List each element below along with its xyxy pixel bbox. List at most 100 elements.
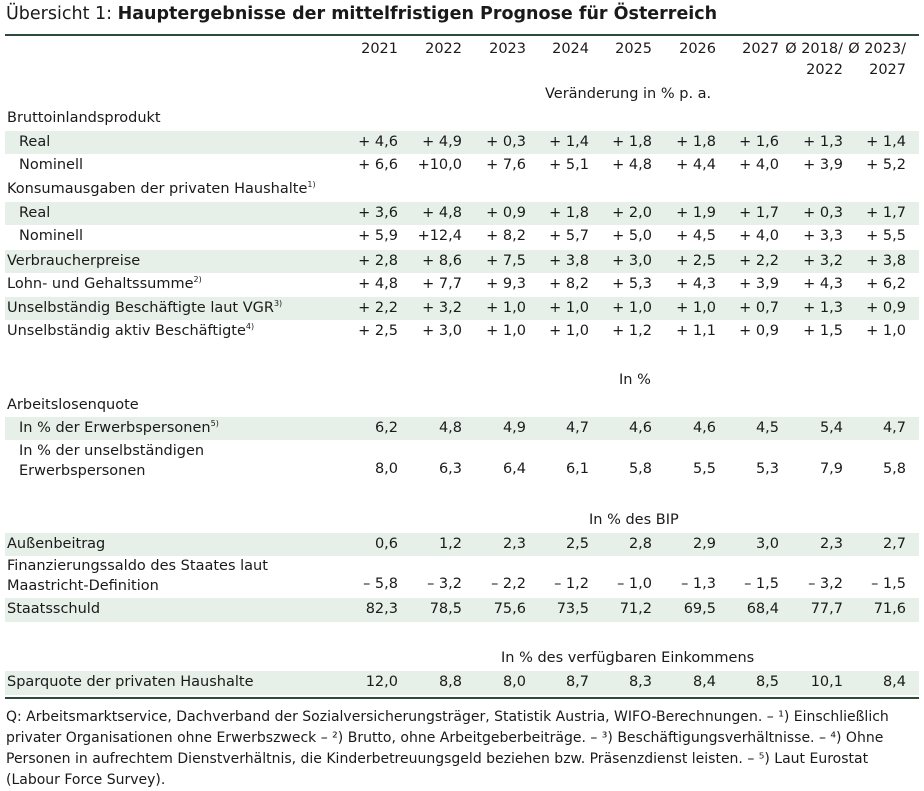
title-main: Hauptergebnisse der mittelfristigen Prog… (117, 4, 718, 24)
table-cell: 4,9 (502, 420, 526, 436)
table-cell: 1,2 (438, 536, 462, 552)
row-label: Nominell (19, 157, 83, 173)
row-label-text: Bruttoinlandsprodukt (7, 110, 161, 126)
table-cell: + 1,4 (866, 134, 906, 150)
row-label-line1: In % der unselbständigen (19, 443, 205, 459)
column-header: 2023 (489, 41, 526, 57)
table-cell: + 5,2 (866, 157, 906, 173)
table-cell: + 7,5 (486, 253, 526, 269)
table-cell: + 0,7 (739, 300, 779, 316)
table-cell: 0,6 (374, 536, 398, 552)
table-row-bip: Bruttoinlandsprodukt (5, 108, 919, 130)
table-row-konsum-nom: Nominell + 5,9 +12,4 + 8,2 + 5,7 + 5,0 + 4,5 + … (5, 226, 919, 248)
table-cell: 7,9 (819, 461, 843, 477)
table-cell: + 1,3 (803, 300, 843, 316)
table-row-vpi: Verbraucherpreise + 2,8 + 8,6 + 7,5 + 3,8 + 3… (5, 250, 919, 273)
table-cell: 2,3 (819, 536, 843, 552)
table-cell: + 1,7 (866, 205, 906, 221)
row-label: Bruttoinlandsprodukt (7, 110, 161, 126)
table-cell: 5,5 (692, 461, 716, 477)
table-cell: + 4,5 (676, 228, 716, 244)
top-rule (5, 34, 919, 36)
table-row-schuld: Staatsschuld 82,3 78,5 75,6 73,5 71,2 69,5 68,4… (5, 598, 919, 622)
table-cell: – 1,2 (554, 576, 589, 592)
table-cell: 5,4 (819, 420, 843, 436)
table-cell: + 1,0 (676, 300, 716, 316)
table-cell: 8,5 (755, 674, 779, 690)
table-cell: + 1,2 (612, 323, 652, 339)
table-cell: + 1,0 (866, 323, 906, 339)
table-cell: + 0,9 (486, 205, 526, 221)
table-cell: + 7,7 (422, 276, 462, 292)
bottom-rule (5, 697, 919, 699)
table-cell: + 5,5 (866, 228, 906, 244)
table-cell: + 8,6 (422, 253, 462, 269)
table-cell: + 1,0 (486, 323, 526, 339)
row-label: Verbraucherpreise (7, 253, 140, 269)
table-row-besch-vgr: Unselbständig Beschäftigte laut VGR3) + 2… (5, 297, 919, 320)
row-label-text: Konsumausgaben der privaten Haushalte (7, 181, 308, 197)
footnote-marker: 2) (193, 275, 202, 285)
table-cell: + 0,9 (866, 300, 906, 316)
row-label-line2: Erwerbspersonen (19, 463, 146, 479)
table-cell: + 1,9 (676, 205, 716, 221)
table-cell: + 2,2 (739, 253, 779, 269)
table-cell: + 4,6 (358, 134, 398, 150)
table-cell: + 4,4 (676, 157, 716, 173)
table-cell: 2,5 (565, 536, 589, 552)
column-header: 2025 (615, 41, 652, 57)
table-cell: 69,5 (683, 601, 716, 617)
table-cell: 77,7 (810, 601, 843, 617)
table-cell: + 8,2 (549, 276, 589, 292)
table-cell: + 9,3 (486, 276, 526, 292)
table-cell: 8,8 (438, 674, 462, 690)
table-cell: + 1,0 (549, 323, 589, 339)
table-cell: 10,1 (810, 674, 843, 690)
row-label: In % der unselbständigen Erwerbspersonen (19, 441, 204, 481)
table-cell: 4,5 (755, 420, 779, 436)
row-label-line2: Maastricht-Definition (7, 578, 159, 594)
row-label: Real (19, 134, 50, 150)
table-row-besch-aktiv: Unselbständig aktiv Beschäftigte4) + 2,5 +… (5, 321, 919, 343)
footnote-marker: 3) (273, 299, 283, 309)
table-cell: + 4,9 (422, 134, 462, 150)
row-label-text: Unselbständig Beschäftigte laut VGR (7, 300, 274, 316)
table-cell: + 8,2 (486, 228, 526, 244)
row-label-text: Sparquote der privaten Haushalte (7, 674, 254, 690)
table-cell: 6,3 (438, 461, 462, 477)
table-cell: + 1,0 (612, 300, 652, 316)
table-row-konsum-real: Real + 3,6 + 4,8 + 0,9 + 1,8 + 2,0 + 1,9 + 1,7 +… (5, 202, 919, 225)
table-cell: 4,6 (628, 420, 652, 436)
table-cell: + 1,7 (739, 205, 779, 221)
table-cell: 8,3 (628, 674, 652, 690)
table-cell: + 1,8 (612, 134, 652, 150)
row-label-text: In % der Erwerbspersonen (19, 420, 211, 436)
table-row-alq-eurostat: In % der Erwerbspersonen5) 6,2 4,8 4,9 4,7 4,… (5, 417, 919, 440)
table-cell: 8,4 (882, 674, 906, 690)
table-cell: + 2,0 (612, 205, 652, 221)
table-cell: + 3,9 (803, 157, 843, 173)
row-label: Lohn- und Gehaltssumme2) (7, 276, 202, 292)
row-label-text: Außenbeitrag (7, 536, 106, 552)
table-row-sparquote: Sparquote der privaten Haushalte 12,0 8,8 8… (5, 671, 919, 695)
table-cell: – 1,5 (871, 576, 906, 592)
table-cell: – 3,2 (427, 576, 462, 592)
table-cell: + 5,9 (358, 228, 398, 244)
table-cell: 68,4 (746, 601, 779, 617)
row-label: Außenbeitrag (7, 536, 105, 552)
table-cell: 4,8 (438, 420, 462, 436)
table-cell: – 5,8 (363, 576, 398, 592)
row-label-text: Real (19, 134, 51, 150)
table-cell: + 2,5 (358, 323, 398, 339)
column-header-line2: 2027 (869, 62, 906, 78)
footnote-marker: 5) (210, 419, 219, 429)
table-cell: + 0,3 (486, 134, 526, 150)
table-cell: 5,8 (882, 461, 906, 477)
table-cell: + 4,0 (739, 157, 779, 173)
table-cell: 2,3 (502, 536, 526, 552)
unit-percent: In % (619, 372, 651, 388)
table-row-bip-real: Real + 4,6 + 4,9 + 0,3 + 1,4 + 1,8 + 1,8 + 1,6 +… (5, 131, 919, 154)
table-cell: 3,0 (755, 536, 779, 552)
table-cell: 4,7 (882, 420, 906, 436)
table-cell: 71,6 (873, 601, 906, 617)
